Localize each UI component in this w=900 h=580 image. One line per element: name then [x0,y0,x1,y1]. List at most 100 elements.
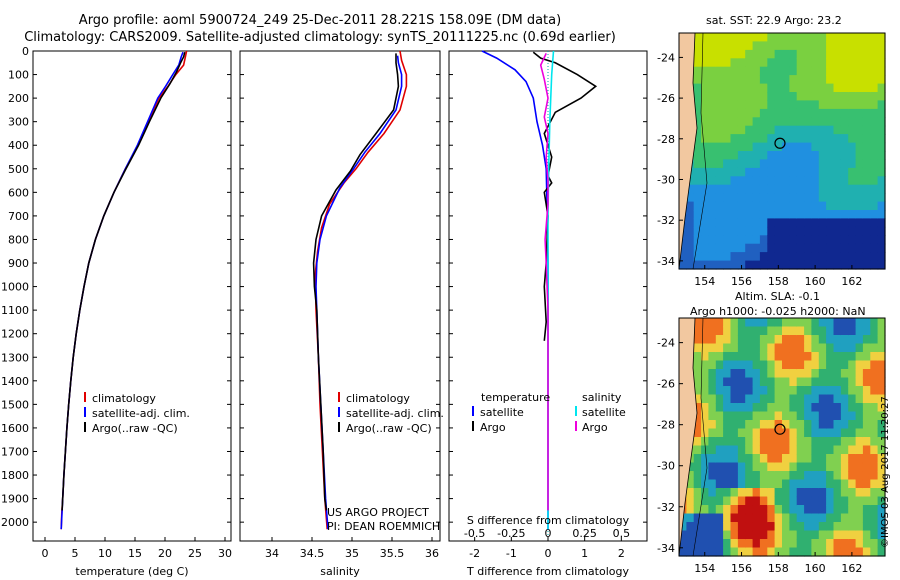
heatmap-cell [759,108,768,118]
heatmap-cell [862,117,871,127]
heatmap-cell [796,193,805,203]
heatmap-cell [752,471,761,481]
heatmap-cell [848,176,857,186]
heatmap-cell [877,142,886,152]
heatmap-cell [737,420,746,430]
heatmap-cell [840,530,849,540]
heatmap-cell [826,159,835,169]
heatmap-cell [701,235,710,245]
figure-title-line1: Argo profile: aoml 5900724_249 25-Dec-20… [78,13,562,28]
heatmap-cell [782,58,790,68]
heatmap-cell [818,539,827,549]
heatmap-cell [833,92,842,101]
heatmap-cell [804,218,813,228]
heatmap-cell [730,83,739,93]
heatmap-cell [701,193,710,203]
heatmap-cell [723,235,732,245]
heatmap-cell [870,335,879,345]
heatmap-cell [811,167,820,177]
heatmap-cell [708,226,717,236]
heatmap-cell [855,394,864,404]
heatmap-cell [848,108,857,118]
heatmap-cell [789,462,798,472]
heatmap-cell [789,318,798,328]
heatmap-cell [774,108,783,118]
heatmap-cell [848,522,857,532]
heatmap-cell [745,159,754,169]
heatmap-cell [701,243,710,253]
x-tick-label: 2 [618,547,625,560]
heatmap-cell [730,49,739,59]
heatmap-cell [752,151,761,160]
heatmap-cell [708,513,717,523]
heatmap-cell [818,386,827,396]
heatmap-cell [855,49,864,59]
heatmap-cell [804,75,813,85]
heatmap-cell [730,201,739,211]
heatmap-cell [862,193,871,203]
heatmap-cell [855,41,864,51]
heatmap-cell [870,369,879,379]
heatmap-cell [789,479,798,489]
heatmap-cell [789,167,798,177]
heatmap-cell [693,496,702,506]
heatmap-cell [877,428,886,438]
heatmap-cell [833,75,842,85]
heatmap-cell [796,420,805,430]
heatmap-cell [804,235,813,245]
s-tick-label: 0 [545,527,552,540]
heatmap-cell [745,360,754,370]
heatmap-cell [723,66,732,76]
heatmap-cell [811,193,820,203]
heatmap-cell [730,420,739,430]
heatmap-cell [774,369,783,379]
heatmap-cell [774,445,783,455]
heatmap-cell [848,352,857,362]
heatmap-cell [833,496,842,506]
heatmap-cell [701,167,710,177]
heatmap-cell [715,386,724,396]
heatmap-cell [715,159,724,169]
heatmap-cell [737,522,746,532]
sst-map-title: sat. SST: 22.9 Argo: 23.2 [706,14,842,27]
heatmap-cell [804,100,813,110]
heatmap-cell [745,411,754,421]
heatmap-cell [818,83,827,93]
heatmap-cell [708,352,717,362]
heatmap-cell [752,134,761,144]
heatmap-cell [715,83,724,93]
heatmap-cell [730,335,739,345]
heatmap-cell [774,58,783,68]
heatmap-cell [774,193,783,203]
heatmap-cell [855,437,864,447]
heatmap-cell [855,201,864,211]
heatmap-cell [840,505,849,515]
heatmap-cell [804,210,813,219]
heatmap-cell [789,377,798,387]
heatmap-cell [870,49,879,59]
heatmap-cell [848,125,857,135]
heatmap-cell [826,377,835,387]
heatmap-cell [862,159,871,169]
x-tick-label: 162 [841,562,862,575]
heatmap-cell [855,530,864,540]
heatmap-cell [877,445,886,455]
heatmap-cell [811,201,820,211]
heatmap-cell [737,479,746,489]
heatmap-cell [782,496,790,506]
heatmap-cell [870,488,879,498]
heatmap-cell [723,210,732,219]
heatmap-cell [818,134,827,144]
heatmap-cell [715,134,724,144]
heatmap-cell [855,326,864,336]
heatmap-cell [826,41,835,51]
heatmap-cell [715,142,724,152]
heatmap-cell [789,243,798,253]
heatmap-cell [686,513,695,523]
heatmap-cell [796,108,805,118]
heatmap-cell [774,83,783,93]
heatmap-cell [840,428,849,438]
heatmap-cell [818,522,827,532]
heatmap-cell [752,184,761,194]
